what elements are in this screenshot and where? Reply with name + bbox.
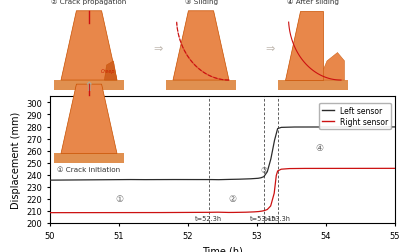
Polygon shape xyxy=(285,12,324,81)
Polygon shape xyxy=(173,12,229,81)
Text: Creep: Creep xyxy=(101,69,116,74)
Text: t=53.3h: t=53.3h xyxy=(264,216,291,222)
Polygon shape xyxy=(61,12,117,81)
Text: t=53.1h: t=53.1h xyxy=(250,216,277,222)
Y-axis label: Displacement (mm): Displacement (mm) xyxy=(11,112,21,208)
Text: ④: ④ xyxy=(315,143,323,152)
Polygon shape xyxy=(324,53,344,81)
X-axis label: Time (h): Time (h) xyxy=(202,245,243,252)
Legend: Left sensor, Right sensor: Left sensor, Right sensor xyxy=(319,103,391,130)
Text: t=52.3h: t=52.3h xyxy=(195,216,222,222)
Text: ④ After sliding: ④ After sliding xyxy=(287,0,339,5)
Text: ⇒: ⇒ xyxy=(153,44,163,54)
Text: ①: ① xyxy=(115,194,123,203)
Text: ⇒: ⇒ xyxy=(265,44,275,54)
Polygon shape xyxy=(166,81,236,91)
Text: ②: ② xyxy=(229,194,237,203)
Text: ⇑: ⇑ xyxy=(84,80,94,93)
Text: ③ Sliding: ③ Sliding xyxy=(185,0,218,5)
Polygon shape xyxy=(104,61,117,81)
Polygon shape xyxy=(61,85,117,154)
Polygon shape xyxy=(54,81,124,91)
Polygon shape xyxy=(278,81,348,91)
Polygon shape xyxy=(54,154,124,164)
Text: ① Crack initiation: ① Crack initiation xyxy=(57,166,120,172)
Text: ② Crack propagation: ② Crack propagation xyxy=(51,0,126,5)
Text: ③: ③ xyxy=(260,165,267,174)
